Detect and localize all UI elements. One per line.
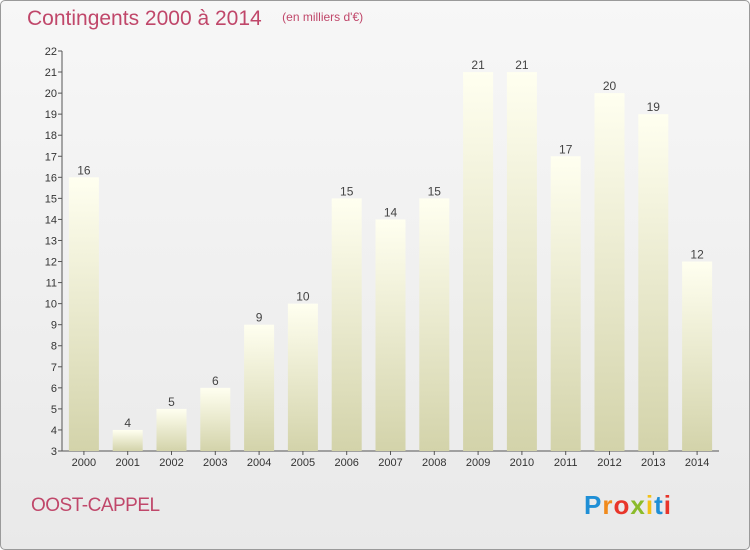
bar-2001 [112,429,143,451]
x-tick-label: 2010 [510,457,534,469]
data-label-2008: 15 [428,184,442,198]
bar-2009 [463,72,494,451]
y-tick-label: 5 [51,404,57,416]
x-tick-label: 2004 [247,457,271,469]
x-tick-label: 2012 [597,457,621,469]
x-tick-label: 2002 [159,457,183,469]
title-row: Contingents 2000 à 2014 (en milliers d'€… [27,7,363,31]
y-tick-label: 4 [51,425,57,437]
data-label-2006: 15 [340,184,354,198]
bar-2005 [287,303,318,451]
bar-2006 [331,198,362,451]
x-tick-label: 2000 [72,457,96,469]
data-label-2011: 17 [559,142,573,156]
bar-2002 [156,408,187,451]
x-tick-label: 2008 [422,457,446,469]
y-tick-label: 10 [45,299,57,311]
bar-2014 [682,261,713,451]
x-tick-label: 2014 [685,457,709,469]
y-tick-label: 6 [51,383,57,395]
bar-2004 [244,324,275,451]
y-tick-label: 8 [51,341,57,353]
y-tick-label: 18 [45,130,57,142]
data-label-2000: 16 [77,163,91,177]
logo-letter: r [602,490,614,520]
y-tick-label: 12 [45,257,57,269]
x-tick-label: 2007 [378,457,402,469]
x-tick-label: 2011 [554,457,578,469]
chart-title: Contingents 2000 à 2014 [27,7,262,30]
bar-2003 [200,387,231,451]
data-label-2012: 20 [603,79,617,93]
y-tick-label: 19 [45,109,57,121]
x-tick-label: 2001 [115,457,139,469]
bars [68,72,713,452]
y-tick-label: 11 [46,278,57,290]
y-tick-label: 21 [45,67,57,79]
data-label-2005: 10 [296,290,310,304]
y-tick-label: 13 [45,235,57,247]
proxiti-logo[interactable]: Proxiti [584,490,672,521]
data-labels: 16 4 5 6 9 10 15 14 15 21 21 17 20 19 12 [77,58,704,430]
data-label-2004: 9 [256,311,263,325]
x-tick-label: 2005 [291,457,315,469]
logo-letter: t [654,490,664,520]
y-tick-label: 22 [45,46,57,58]
y-tick-label: 16 [45,172,57,184]
logo-letter: i [645,490,655,520]
bar-2007 [375,219,406,451]
x-axis: 2000 2001 2002 2003 2004 2005 2006 2007 2008 2009… [62,450,719,469]
bar-2008 [419,198,450,451]
data-label-2013: 19 [647,100,661,114]
x-tick-label: 2013 [641,457,665,469]
chart-subtitle: (en milliers d'€) [282,10,364,24]
data-label-2001: 4 [124,416,131,430]
logo-letter: o [613,490,631,520]
y-tick-label: 15 [45,193,57,205]
logo-letter: P [584,490,603,520]
bar-2012 [594,93,625,452]
x-tick-label: 2006 [334,457,358,469]
data-label-2010: 21 [515,58,529,72]
logo-letter: i [663,490,672,520]
place-name: OOST-CAPPEL [31,495,160,516]
bar-2013 [638,114,669,451]
y-tick-label: 20 [45,88,57,100]
data-label-2002: 5 [168,395,175,409]
y-tick-label: 7 [51,362,57,374]
data-label-2007: 14 [384,205,398,219]
data-label-2009: 21 [471,58,485,72]
y-tick-label: 14 [45,214,57,226]
bar-2000 [68,177,99,451]
x-tick-label: 2003 [203,457,227,469]
bar-2011 [550,156,581,451]
bar-2010 [506,72,537,451]
logo-letter: x [630,490,646,520]
y-tick-label: 9 [51,320,57,332]
data-label-2014: 12 [690,248,704,262]
y-tick-label: 3 [51,446,57,458]
data-label-2003: 6 [212,374,219,388]
x-tick-label: 2009 [466,457,490,469]
y-axis: 3 4 5 6 7 8 9 10 11 12 13 14 15 16 17 18 19 20 21 22 [45,46,63,458]
y-tick-label: 17 [45,151,57,163]
